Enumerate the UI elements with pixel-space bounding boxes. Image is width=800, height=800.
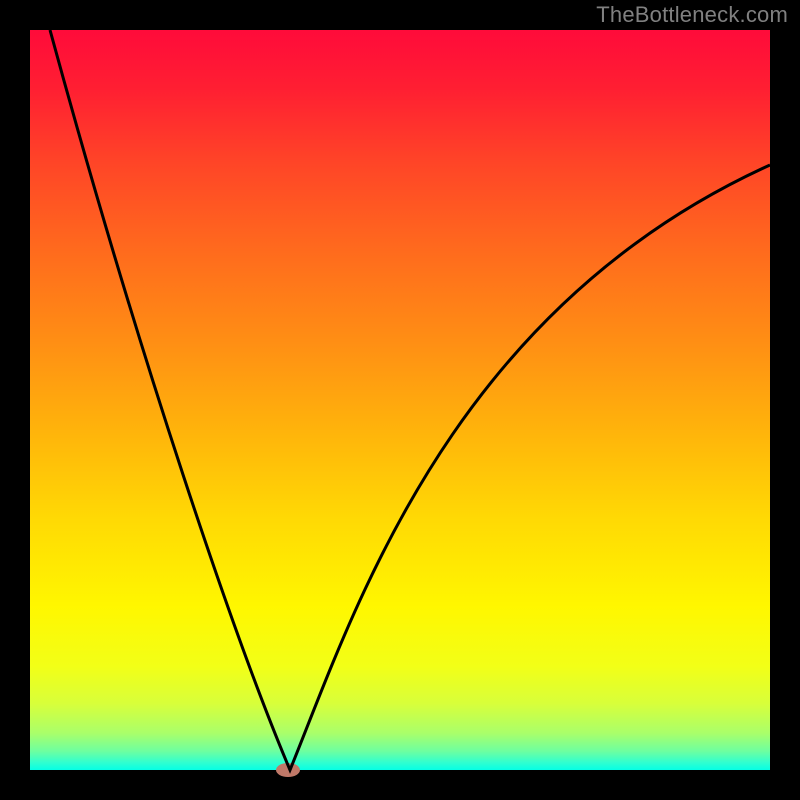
plot-background	[30, 30, 770, 770]
chart-container: { "watermark": { "text": "TheBottleneck.…	[0, 0, 800, 800]
bottleneck-chart	[0, 0, 800, 800]
watermark-text: TheBottleneck.com	[596, 2, 788, 28]
